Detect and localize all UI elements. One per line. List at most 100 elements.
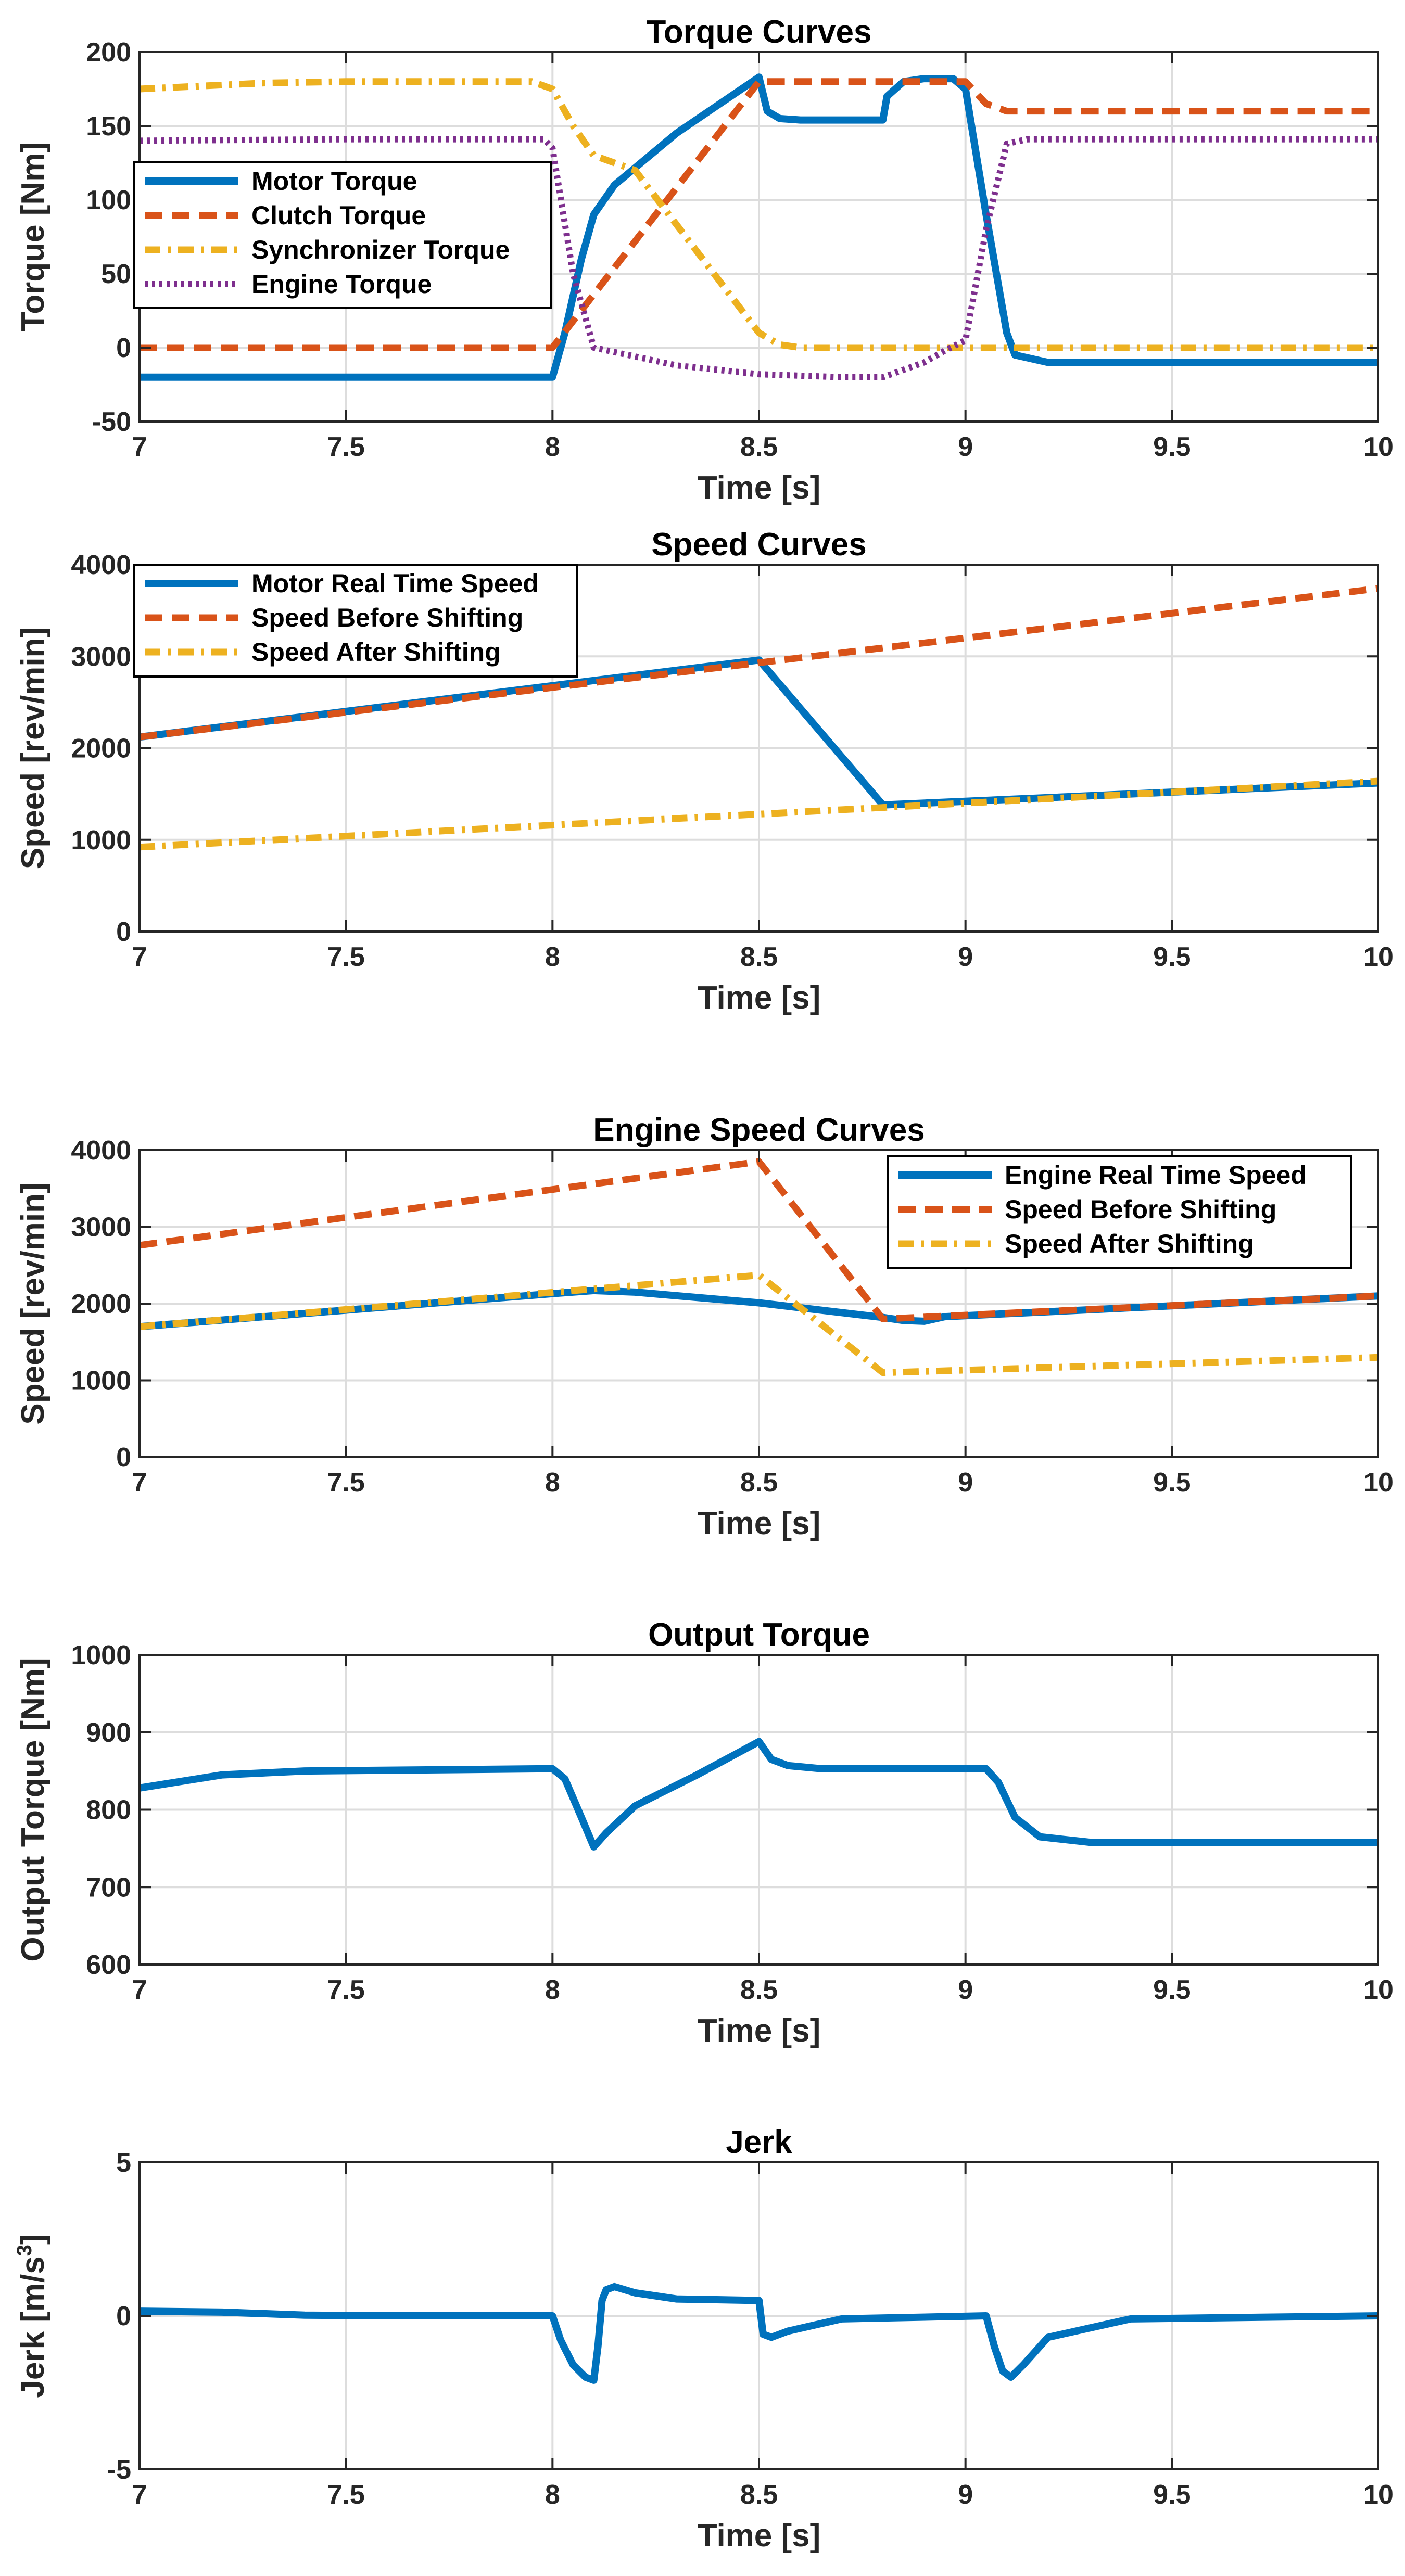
chart-title: Torque Curves: [647, 14, 872, 50]
legend-label: Synchronizer Torque: [251, 235, 510, 264]
y-tick-label: 1000: [71, 1366, 131, 1396]
x-tick-label: 9: [958, 942, 973, 972]
x-tick-label: 9: [958, 432, 973, 462]
chart-panel-1: 7 7.5 8 8.5 9 9.5 10 -50 0 50 100 150 200 Torque Curv…: [15, 14, 1394, 506]
x-tick-label: 8: [545, 1468, 560, 1498]
x-tick-label: 7: [132, 432, 147, 462]
x-tick-label: 9.5: [1153, 432, 1191, 462]
x-axis-label: Time [s]: [698, 980, 821, 1016]
legend-label: Engine Torque: [251, 270, 432, 299]
y-tick-label: 3000: [71, 1213, 131, 1243]
legend-label: Speed Before Shifting: [1005, 1195, 1276, 1224]
x-tick-label: 8.5: [740, 2480, 778, 2510]
y-tick-label: 4000: [71, 1136, 131, 1166]
x-tick-label: 9: [958, 1468, 973, 1498]
y-axis-label: Output Torque [Nm]: [15, 1657, 51, 1961]
x-tick-label: 8: [545, 2480, 560, 2510]
y-tick-label: 700: [86, 1872, 131, 1903]
y-tick-label: 600: [86, 1950, 131, 1980]
x-tick-label: 8.5: [740, 1975, 778, 2005]
legend-label: Motor Real Time Speed: [251, 569, 539, 598]
x-tick-label: 8.5: [740, 432, 778, 462]
legend-label: Speed After Shifting: [1005, 1229, 1254, 1258]
legend-label: Speed After Shifting: [251, 637, 501, 667]
x-tick-label: 9.5: [1153, 1975, 1191, 2005]
x-tick-label: 7.5: [327, 942, 365, 972]
y-axis-label: Speed [rev/min]: [15, 627, 51, 869]
x-tick-label: 9: [958, 1975, 973, 2005]
y-tick-label: 0: [116, 917, 131, 947]
x-tick-label: 10: [1363, 2480, 1394, 2510]
series-line-output-torque: [138, 1738, 1378, 1851]
x-tick-label: 7.5: [327, 432, 365, 462]
x-tick-label: 8.5: [740, 1468, 778, 1498]
x-tick-label: 7.5: [327, 2480, 365, 2510]
y-axis-label: Torque [Nm]: [15, 142, 51, 331]
x-tick-label: 9.5: [1153, 1468, 1191, 1498]
y-tick-label: 900: [86, 1718, 131, 1748]
x-axis-label: Time [s]: [698, 470, 821, 506]
x-tick-label: 9.5: [1153, 942, 1191, 972]
x-tick-label: 7: [132, 1468, 147, 1498]
x-tick-label: 7: [132, 942, 147, 972]
y-tick-label: 4000: [71, 550, 131, 580]
series-line-speed-before-shifting: [139, 585, 1379, 741]
x-tick-label: 8.5: [740, 942, 778, 972]
series-line-speed-before-shifting: [139, 1158, 1379, 1322]
x-tick-label: 10: [1363, 1975, 1394, 2005]
series-line-speed-after-shifting: [139, 1271, 1379, 1376]
legend: Engine Real Time Speed Speed Before Shift…: [887, 1155, 1352, 1269]
legend-label: Speed Before Shifting: [251, 603, 523, 632]
series-line-speed-after-shifting: [139, 777, 1379, 851]
chart-title: Speed Curves: [651, 527, 867, 563]
x-tick-label: 7.5: [327, 1468, 365, 1498]
y-tick-label: 1000: [71, 825, 131, 856]
x-tick-label: 7: [132, 1975, 147, 2005]
x-tick-label: 10: [1363, 432, 1394, 462]
x-tick-label: 10: [1363, 1468, 1394, 1498]
x-axis-label: Time [s]: [698, 2013, 821, 2049]
x-tick-label: 7: [132, 2480, 147, 2510]
y-tick-label: 2000: [71, 734, 131, 764]
series-line-motor-torque: [140, 73, 1378, 381]
y-axis-label: Jerk [m/s3]: [13, 2234, 51, 2398]
y-tick-label: 800: [86, 1795, 131, 1826]
y-tick-label: 50: [101, 259, 131, 289]
x-tick-label: 8: [545, 432, 560, 462]
legend: Motor Torque Clutch Torque Synchronizer To…: [133, 161, 552, 309]
y-tick-label: -5: [107, 2455, 131, 2485]
chart-title: Output Torque: [648, 1617, 870, 1653]
legend-label: Clutch Torque: [251, 201, 426, 230]
y-tick-label: 5: [116, 2148, 131, 2178]
y-tick-label: 0: [116, 1443, 131, 1473]
y-tick-label: 1000: [71, 1640, 131, 1670]
chart-panel-3: 7 7.5 8 8.5 9 9.5 10 0 1000 2000 3000 4000 Engine Sp…: [15, 1112, 1394, 1541]
y-tick-label: 3000: [71, 642, 131, 672]
series-line-synchronizer-torque: [139, 78, 1378, 351]
y-tick-label: 200: [86, 37, 131, 68]
x-tick-label: 10: [1363, 942, 1394, 972]
series-line-jerk: [139, 2282, 1379, 2384]
chart-panel-5: 7 7.5 8 8.5 9 9.5 10 -5 0 5 Jerk Time [s] Jerk [m/s3…: [13, 2124, 1394, 2554]
x-axis-label: Time [s]: [698, 2518, 821, 2554]
x-tick-label: 9.5: [1153, 2480, 1191, 2510]
x-tick-label: 8: [545, 942, 560, 972]
chart-panel-2: 7 7.5 8 8.5 9 9.5 10 0 1000 2000 3000 4000 Speed Cur…: [15, 527, 1394, 1016]
chart-title: Engine Speed Curves: [593, 1112, 925, 1148]
y-tick-label: 0: [116, 333, 131, 363]
y-tick-label: 0: [116, 2301, 131, 2331]
y-tick-label: 100: [86, 185, 131, 215]
chart-panel-4: 7 7.5 8 8.5 9 9.5 10 600 700 800 900 1000 Output Tor…: [15, 1617, 1394, 2049]
legend-label: Motor Torque: [251, 167, 417, 196]
x-tick-label: 8: [545, 1975, 560, 2005]
x-tick-label: 9: [958, 2480, 973, 2510]
chart-title: Jerk: [726, 2124, 792, 2160]
legend: Motor Real Time Speed Speed Before Shifti…: [133, 564, 578, 678]
legend-label: Engine Real Time Speed: [1005, 1161, 1307, 1190]
y-tick-label: 2000: [71, 1289, 131, 1319]
x-tick-label: 7.5: [327, 1975, 365, 2005]
series-line-engine-torque: [139, 136, 1378, 380]
series-line-clutch-torque: [140, 78, 1378, 351]
x-axis-label: Time [s]: [698, 1506, 821, 1541]
